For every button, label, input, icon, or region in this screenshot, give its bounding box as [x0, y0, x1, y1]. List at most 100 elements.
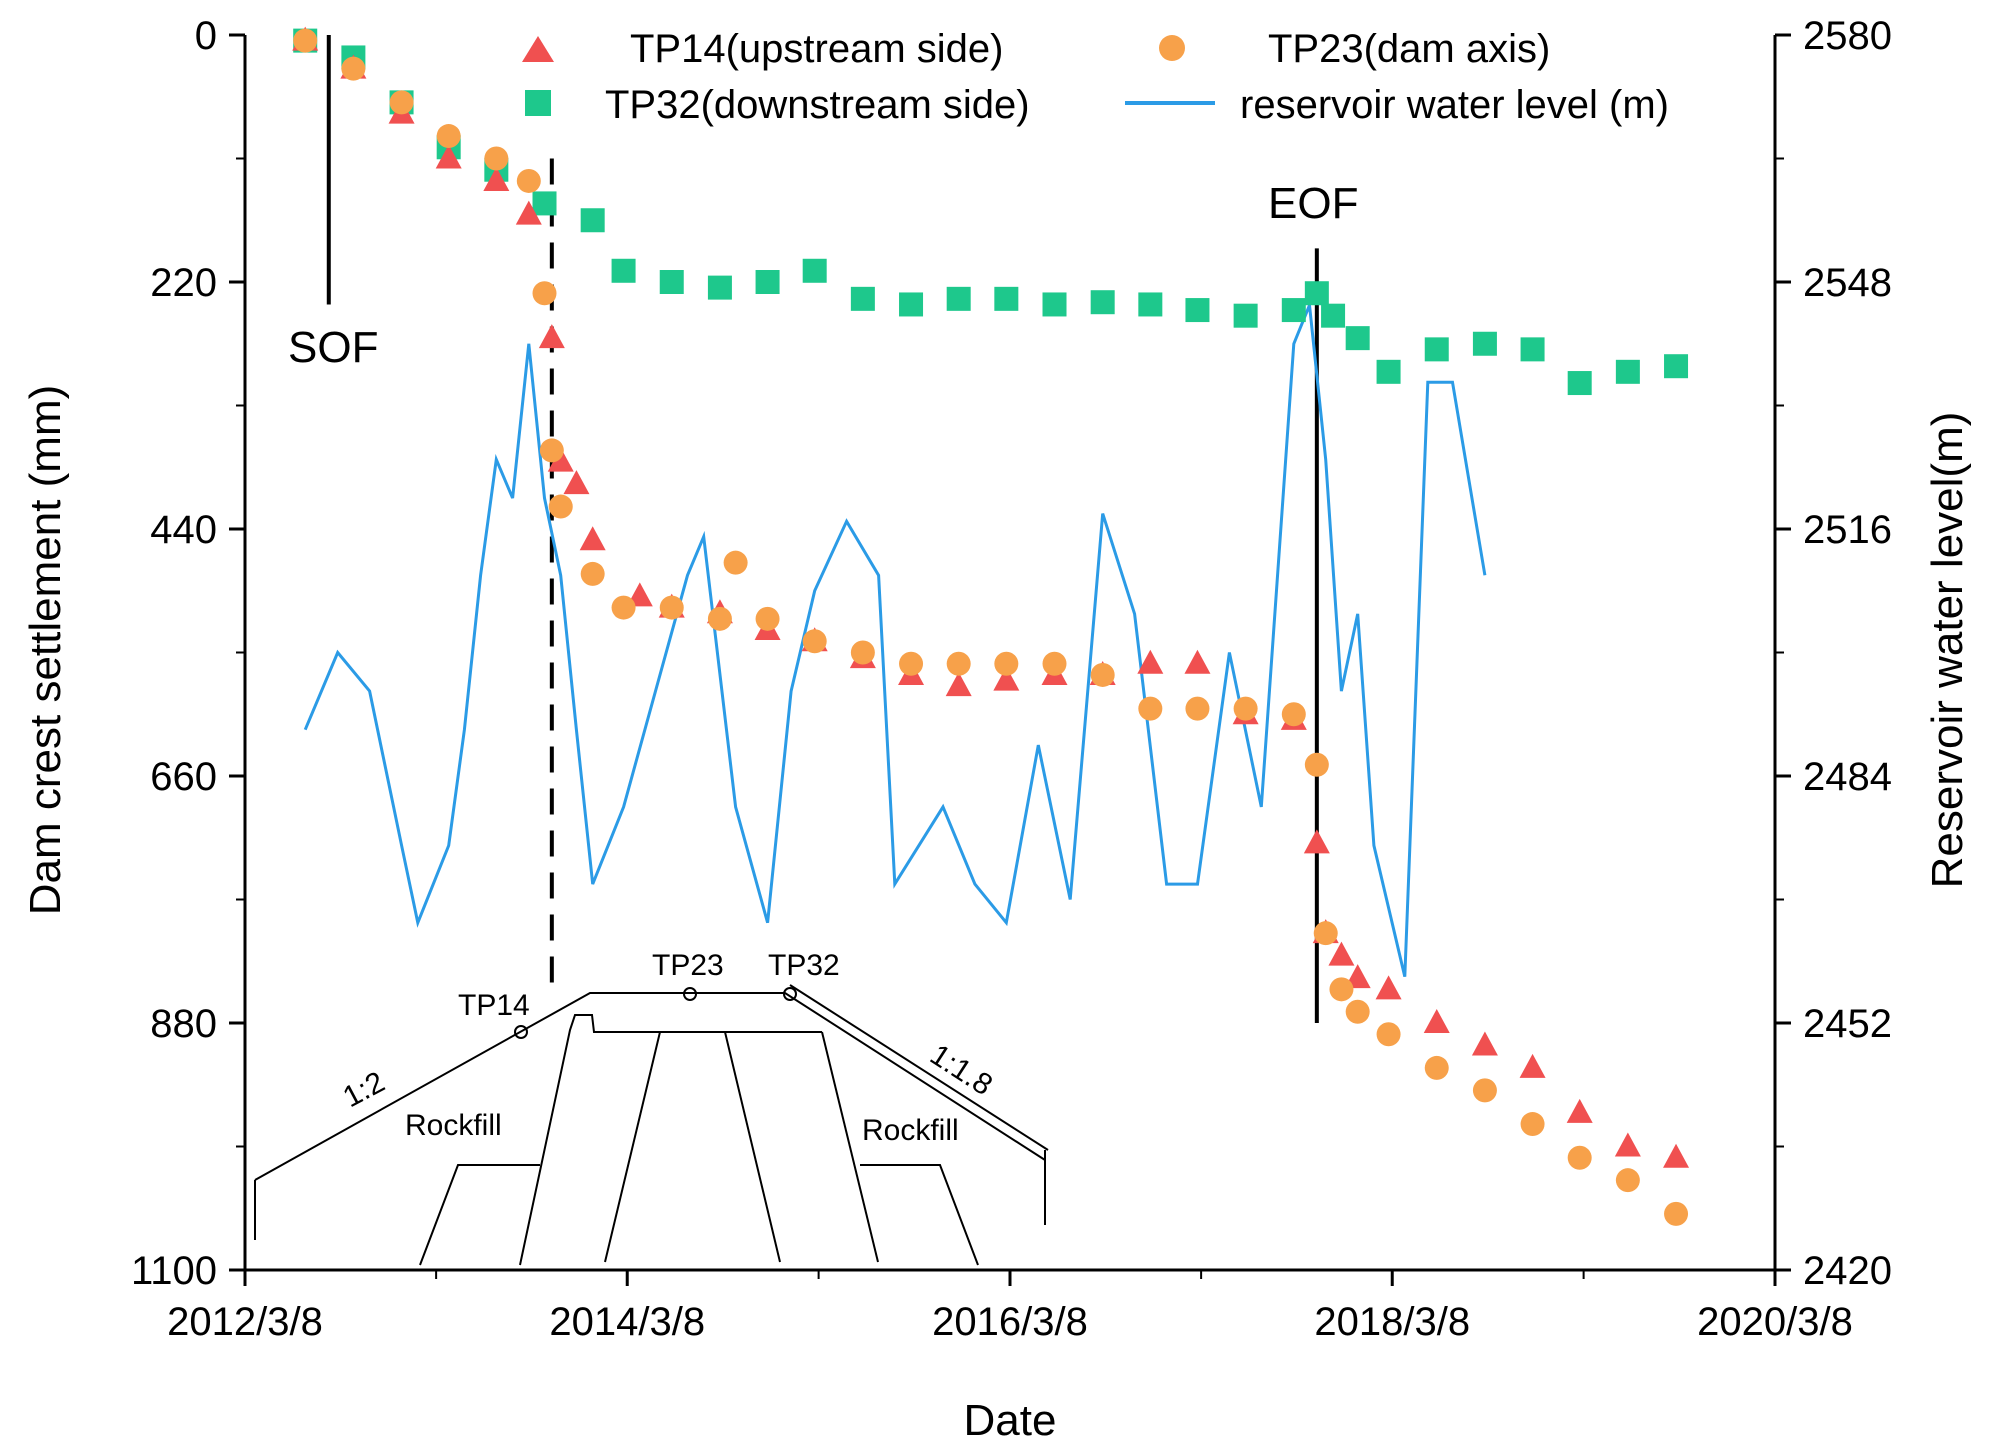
- left-y-tick-labels: 0 220 440 660 880 1100: [131, 14, 217, 1293]
- left-y-tick-label-1: 220: [150, 261, 217, 305]
- tp32-point: [1376, 359, 1401, 384]
- core-right: [724, 1031, 781, 1263]
- tp14-point: [993, 666, 1020, 691]
- tp32-point: [1281, 298, 1306, 323]
- rockfill-right-zone: [860, 1164, 979, 1266]
- inset-tp14-label: TP14: [458, 989, 530, 1022]
- tp23-point: [436, 124, 461, 149]
- legend-water-label: reservoir water level (m): [1240, 83, 1669, 127]
- x-tick-label-1: 2014/3/8: [549, 1300, 705, 1344]
- tp23-point: [1567, 1145, 1592, 1170]
- tp32-point: [1472, 331, 1497, 356]
- tp14-point: [538, 324, 565, 349]
- tp23-point: [516, 168, 541, 193]
- tp14-point: [579, 526, 606, 551]
- tp14-point: [1614, 1132, 1641, 1157]
- tp14-point: [563, 470, 590, 495]
- water-level-series: [303, 304, 1487, 978]
- tp23-point: [1042, 651, 1067, 676]
- tp23-point: [1376, 1022, 1401, 1047]
- tp23-point: [1472, 1078, 1497, 1103]
- tp32-point: [1042, 292, 1067, 317]
- x-tick-labels: 2012/3/8 2014/3/8 2016/3/8 2018/3/8 2020/3/8: [167, 1300, 1853, 1344]
- tp14-point: [1423, 1009, 1450, 1033]
- tp32-point: [1185, 298, 1210, 323]
- tp32-point: [755, 270, 780, 294]
- tp23-point: [899, 651, 924, 676]
- transition-right: [821, 1031, 879, 1263]
- tp23-point: [1304, 752, 1329, 777]
- tp23-point: [1329, 977, 1354, 1002]
- tp23-point: [293, 28, 318, 53]
- tp14-point: [1344, 964, 1371, 989]
- x-axis-title: Date: [964, 1396, 1057, 1445]
- tp23-point: [755, 606, 780, 631]
- annotation-lines: [326, 35, 1319, 1023]
- tp32-point: [1664, 354, 1689, 379]
- tp23-point: [539, 438, 564, 463]
- tp32-point: [1424, 337, 1449, 362]
- tp23-point: [802, 629, 827, 654]
- tp32-point: [1321, 303, 1346, 328]
- right-y-tick-label-4: 2452: [1803, 1002, 1892, 1046]
- rockfill-left-zone: [419, 1164, 540, 1266]
- core-left: [604, 1031, 661, 1263]
- tp14-inset-marker: [514, 1025, 528, 1039]
- tp32-point: [946, 286, 971, 311]
- dam-cross-section-inset: [254, 984, 1049, 1266]
- tp23-point: [1520, 1112, 1545, 1137]
- tp14-point: [1184, 649, 1211, 674]
- left-y-tick-label-3: 660: [150, 755, 217, 799]
- tp14-point: [1519, 1053, 1546, 1078]
- tp23-point: [1281, 702, 1306, 727]
- inset-slope-left-label: 1:2: [338, 1065, 390, 1114]
- tp23-point: [1424, 1055, 1449, 1080]
- tp23-point: [1313, 921, 1338, 946]
- dam-outline: [254, 992, 1046, 1181]
- left-y-axis-title: Dam crest settlement (mm): [21, 385, 70, 916]
- inset-slope-right-label: 1:1.8: [924, 1038, 998, 1102]
- right-y-axis-title: Reservoir water level(m): [1923, 412, 1972, 889]
- tp23-point: [1615, 1168, 1640, 1193]
- water-level-line: [303, 304, 1487, 978]
- tp32-point: [611, 258, 636, 283]
- tp14-point: [1328, 941, 1355, 966]
- tp23-point: [1345, 999, 1370, 1024]
- tp23-point: [723, 550, 748, 575]
- tp32-point: [1345, 326, 1370, 351]
- left-y-tick-label-4: 880: [150, 1002, 217, 1046]
- tp32-inset-marker: [783, 987, 797, 1001]
- tp32-point: [1304, 281, 1329, 306]
- inset-rockfill-left-label: Rockfill: [405, 1109, 502, 1142]
- eof-label: EOF: [1268, 179, 1358, 228]
- tp23-point: [389, 90, 414, 115]
- x-tick-label-4: 2020/3/8: [1697, 1300, 1853, 1344]
- tp14-point: [435, 144, 462, 169]
- tp14-point: [547, 447, 574, 472]
- tp32-point: [1138, 292, 1163, 317]
- legend-tp23-marker: [1159, 35, 1185, 61]
- tp32-point: [1233, 303, 1258, 328]
- tp23-series: [293, 28, 1689, 1226]
- tp14-point: [1471, 1031, 1498, 1056]
- sof-label: SOF: [288, 323, 378, 372]
- tp23-inset-marker: [683, 987, 697, 1001]
- right-y-tick-label-3: 2484: [1803, 755, 1892, 799]
- tp23-point: [484, 146, 509, 171]
- right-y-tick-labels: 2580 2548 2516 2484 2452 2420: [1803, 14, 1892, 1293]
- tp23-point: [946, 651, 971, 676]
- tp14-point: [1303, 829, 1330, 854]
- legend-tp32-marker: [525, 90, 551, 116]
- tp23-point: [994, 651, 1019, 676]
- tp23-point: [659, 595, 684, 620]
- tp32-point: [850, 286, 875, 311]
- inset-tp23-label: TP23: [652, 949, 724, 982]
- tp32-point: [532, 191, 557, 216]
- tp14-point: [626, 582, 653, 607]
- tp23-point: [548, 494, 573, 519]
- x-tick-label-0: 2012/3/8: [167, 1300, 323, 1344]
- tp23-point: [850, 640, 875, 665]
- tp23-point: [341, 56, 366, 81]
- left-y-tick-label-2: 440: [150, 508, 217, 552]
- tp23-point: [1664, 1201, 1689, 1226]
